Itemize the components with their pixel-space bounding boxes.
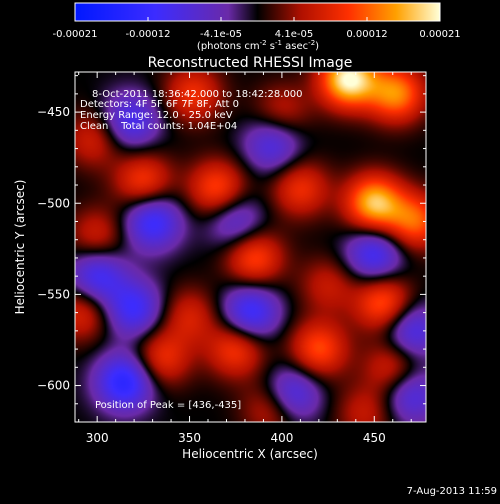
colorbar-tick-label: -0.00021 [53,29,98,40]
annotation-energy-range: Energy Range: 12.0 - 25.0 keV [80,110,233,121]
chart-title: Reconstructed RHESSI Image [148,55,353,71]
annotation-clean-counts: Clean Total counts: 1.04E+04 [80,121,237,132]
y-tick-label: −500 [37,196,70,210]
x-tick-label: 350 [178,431,201,445]
colorbar [74,2,441,22]
colorbar-tick-label: 4.1e-05 [275,29,313,40]
colorbar-tick-label: -4.1e-05 [200,29,242,40]
footer-date: 7-Aug-2013 11:59 [407,486,497,497]
colorbar-tick-label: 0.00012 [346,29,387,40]
x-tick-label: 400 [270,431,293,445]
x-tick-label: 300 [86,431,109,445]
x-tick-label: 450 [363,431,386,445]
image-area [75,72,426,422]
x-axis-ticks: 300 350 400 450 [78,72,412,445]
colorbar-ticks: -0.00021 -0.00012 -4.1e-05 4.1e-05 0.00012 0.… [53,17,461,40]
y-tick-label: −550 [37,287,70,301]
x-axis-label: Heliocentric X (arcsec) [182,447,318,461]
y-tick-label: −450 [37,105,70,119]
annotation-time-range: 8-Oct-2011 18:36:42.000 to 18:42:28.000 [92,89,303,100]
colorbar-tick-label: -0.00012 [126,29,171,40]
peak-position-label: Position of Peak = [436,-435] [95,400,241,411]
colorbar-tick-label: 0.00021 [419,29,460,40]
plot-frame [74,71,427,423]
y-axis-label: Heliocentric Y (arcsec) [13,180,27,315]
annotation-detectors: Detectors: 4F 5F 6F 7F 8F, Att 0 [80,99,239,110]
y-tick-label: −600 [37,379,70,393]
heatmap-image [75,72,426,422]
y-axis-ticks: −450 −500 −550 −600 [37,75,426,423]
colorbar-unit-label: (photons cm-2 s-1 asec-2) [197,39,319,52]
